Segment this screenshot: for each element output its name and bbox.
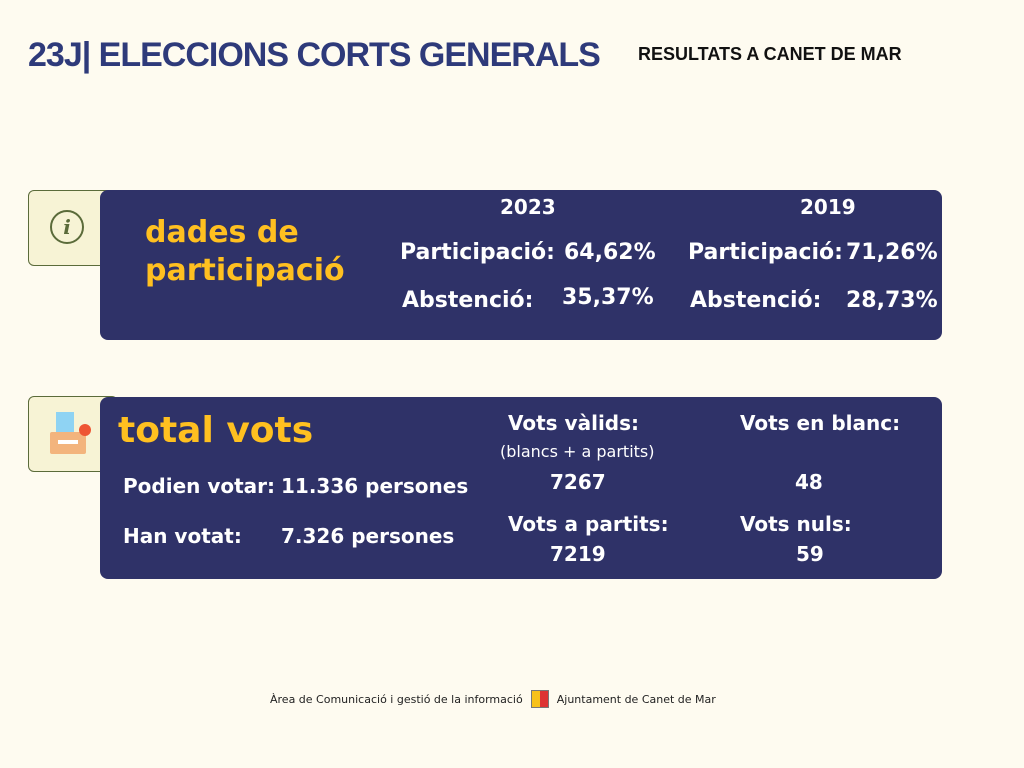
- footer: Àrea de Comunicació i gestió de la infor…: [270, 690, 716, 708]
- municipal-logo-icon: [530, 690, 549, 708]
- participation-2019: 71,26%: [846, 240, 938, 265]
- footer-right-text: Ajuntament de Canet de Mar: [556, 692, 716, 706]
- voted-label: Han votat:: [123, 524, 242, 548]
- ballot-box-icon: [50, 410, 92, 456]
- valid-votes-label: Vots vàlids:: [508, 411, 640, 435]
- null-votes-label: Vots nuls:: [740, 512, 852, 536]
- participation-label-2019: Participació:: [688, 240, 843, 265]
- blank-votes-label: Vots en blanc:: [740, 411, 901, 435]
- participation-panel: [100, 190, 942, 340]
- year-2023: 2023: [500, 195, 556, 219]
- footer-left-text: Àrea de Comunicació i gestió de la infor…: [270, 692, 523, 706]
- votes-panel: [100, 397, 942, 579]
- party-votes-value: 7219: [550, 542, 606, 566]
- info-icon: i: [50, 210, 84, 244]
- participation-title: dades de participació: [145, 215, 345, 288]
- abstention-2023: 35,37%: [562, 285, 654, 310]
- abstention-label-2019: Abstenció:: [690, 288, 822, 313]
- voted-value: 7.326 persones: [281, 524, 455, 548]
- page-subtitle: RESULTATS A CANET DE MAR: [638, 44, 902, 64]
- votes-title: total vots: [118, 410, 314, 451]
- page-title: 23J| ELECCIONS CORTS GENERALS: [28, 36, 601, 74]
- can-vote-label: Podien votar:: [123, 474, 276, 498]
- can-vote-value: 11.336 persones: [281, 474, 469, 498]
- null-votes-value: 59: [796, 542, 824, 566]
- blank-votes-value: 48: [795, 470, 823, 494]
- year-2019: 2019: [800, 195, 856, 219]
- party-votes-label: Vots a partits:: [508, 512, 669, 536]
- participation-2023: 64,62%: [564, 240, 656, 265]
- valid-votes-value: 7267: [550, 470, 606, 494]
- abstention-2019: 28,73%: [846, 288, 938, 313]
- abstention-label: Abstenció:: [402, 288, 534, 313]
- participation-label: Participació:: [400, 240, 555, 265]
- valid-votes-sublabel: (blancs + a partits): [500, 442, 655, 461]
